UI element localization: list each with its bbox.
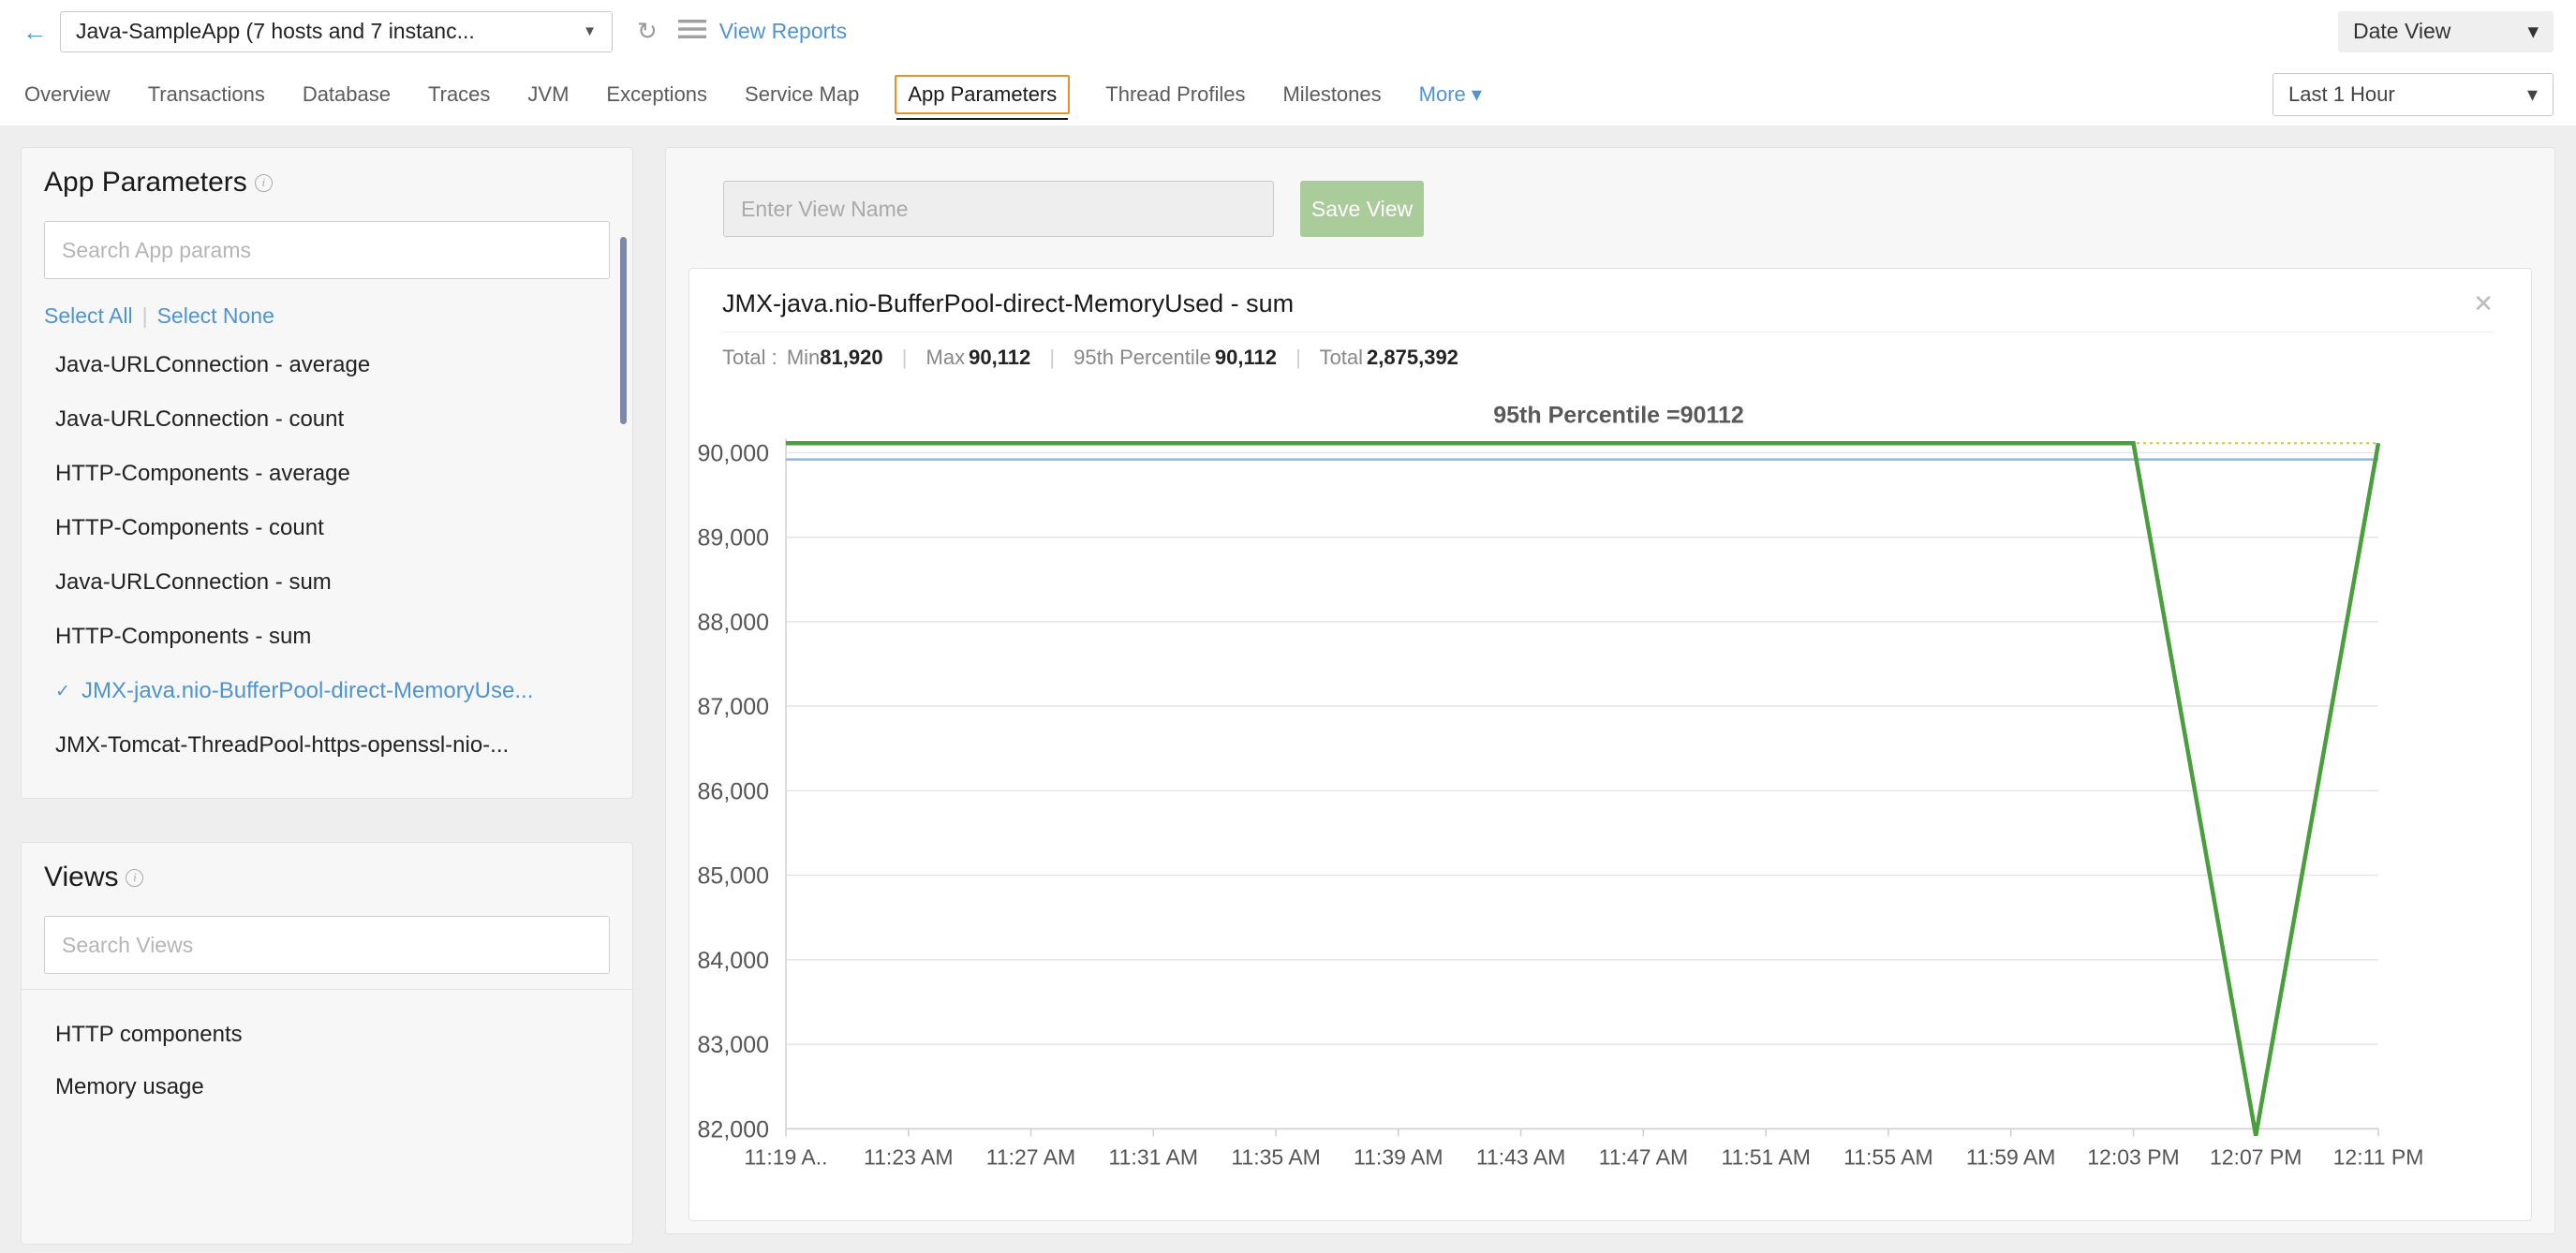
- svg-text:12:11 PM: 12:11 PM: [2333, 1144, 2424, 1169]
- svg-text:95th Percentile =90112: 95th Percentile =90112: [1493, 402, 1744, 428]
- svg-text:11:59 AM: 11:59 AM: [1966, 1144, 2055, 1169]
- svg-text:11:31 AM: 11:31 AM: [1109, 1144, 1198, 1169]
- svg-text:12:07 PM: 12:07 PM: [2210, 1144, 2302, 1169]
- svg-text:11:39 AM: 11:39 AM: [1354, 1144, 1443, 1169]
- svg-text:11:19 A..: 11:19 A..: [744, 1144, 827, 1169]
- svg-text:11:51 AM: 11:51 AM: [1721, 1144, 1810, 1169]
- svg-text:12:03 PM: 12:03 PM: [2087, 1144, 2179, 1169]
- svg-text:85,000: 85,000: [698, 863, 769, 890]
- svg-text:88,000: 88,000: [698, 610, 769, 636]
- svg-text:11:55 AM: 11:55 AM: [1843, 1144, 1932, 1169]
- svg-text:11:27 AM: 11:27 AM: [986, 1144, 1075, 1169]
- svg-text:87,000: 87,000: [698, 694, 769, 720]
- svg-text:89,000: 89,000: [698, 525, 769, 552]
- svg-text:90,000: 90,000: [698, 440, 769, 466]
- svg-text:11:47 AM: 11:47 AM: [1599, 1144, 1688, 1169]
- svg-text:83,000: 83,000: [698, 1032, 769, 1058]
- svg-text:11:35 AM: 11:35 AM: [1231, 1144, 1320, 1169]
- svg-text:86,000: 86,000: [698, 778, 769, 804]
- svg-text:82,000: 82,000: [698, 1116, 769, 1142]
- svg-text:11:23 AM: 11:23 AM: [864, 1144, 953, 1169]
- svg-text:84,000: 84,000: [698, 948, 769, 974]
- svg-text:11:43 AM: 11:43 AM: [1476, 1144, 1565, 1169]
